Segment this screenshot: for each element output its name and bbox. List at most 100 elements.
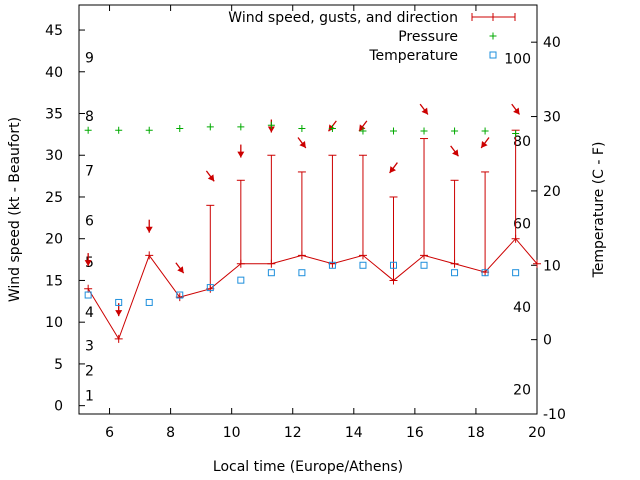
- x-tick-label: 8: [166, 425, 175, 441]
- y2-tick-label: 20: [543, 184, 561, 200]
- beaufort-label: 2: [85, 364, 94, 380]
- wind-direction-arrowhead: [513, 107, 520, 115]
- data-layer: [84, 103, 541, 343]
- wind-direction-arrowhead: [328, 124, 335, 132]
- pressure-point: [176, 125, 184, 133]
- label-layer: Local time (Europe/Athens) Wind speed (k…: [7, 117, 607, 475]
- fahrenheit-label: 100: [504, 52, 531, 68]
- pressure-point: [267, 121, 275, 129]
- pressure-point: [481, 127, 489, 135]
- y2-tick-label: 10: [543, 258, 561, 274]
- pressure-point: [420, 127, 428, 135]
- pressure-point: [328, 125, 336, 133]
- wind-direction-arrowhead: [177, 266, 184, 274]
- y-tick-label: 45: [45, 23, 63, 39]
- fahrenheit-label: 20: [513, 382, 531, 398]
- x-tick-label: 10: [223, 425, 241, 441]
- wind-direction-arrowhead: [267, 126, 275, 133]
- temperature-point: [481, 269, 489, 277]
- temperature-point: [145, 298, 153, 306]
- y-tick-label: 30: [45, 148, 63, 164]
- wind-direction-arrowhead: [84, 260, 92, 267]
- temperature-point: [328, 261, 336, 269]
- temperature-point: [420, 261, 428, 269]
- wind-speed-point: [145, 251, 154, 260]
- beaufort-label: 9: [85, 51, 94, 67]
- x-tick-label: 14: [345, 425, 363, 441]
- x-tick-label: 12: [284, 425, 302, 441]
- y-tick-label: 25: [45, 190, 63, 206]
- temperature-point: [359, 261, 367, 269]
- y2-axis-label: Temperature (C - F): [591, 142, 607, 279]
- temperature-point: [84, 291, 92, 299]
- pressure-point: [359, 127, 367, 135]
- fahrenheit-label: 80: [513, 134, 531, 150]
- wind-direction-arrowhead: [359, 124, 366, 132]
- fahrenheit-label: 60: [513, 217, 531, 233]
- temperature-point: [298, 269, 306, 277]
- beaufort-label: 4: [85, 305, 94, 321]
- y2-tick-label: 0: [543, 333, 552, 349]
- wind-direction-arrowhead: [207, 174, 215, 182]
- fahrenheit-label: 40: [513, 300, 531, 316]
- wind-direction-arrowhead: [452, 149, 459, 157]
- legend-swatch-marker: [489, 32, 497, 40]
- wind-direction-arrowhead: [299, 141, 306, 148]
- pressure-point: [84, 126, 92, 134]
- pressure-point: [512, 130, 520, 138]
- y-tick-label: 20: [45, 232, 63, 248]
- beaufort-label: 6: [85, 213, 94, 229]
- pressure-point: [298, 125, 306, 133]
- y-tick-label: 0: [54, 399, 63, 415]
- temperature-point: [267, 269, 275, 277]
- x-tick-label: 20: [528, 425, 546, 441]
- legend-label: Pressure: [398, 29, 458, 45]
- wind-direction-arrowhead: [237, 151, 245, 158]
- wind-speed-point: [114, 334, 123, 343]
- y-tick-label: 10: [45, 315, 63, 331]
- pressure-point: [115, 126, 123, 134]
- pressure-point: [206, 123, 214, 131]
- x-tick-label: 6: [105, 425, 114, 441]
- y-axis-label: Wind speed (kt - Beaufort): [7, 117, 23, 302]
- temperature-point: [206, 284, 214, 292]
- pressure-point: [389, 127, 397, 135]
- temperature-point: [512, 269, 520, 277]
- wind-direction-arrowhead: [145, 226, 153, 233]
- x-tick-label: 18: [467, 425, 485, 441]
- y-tick-label: 15: [45, 273, 63, 289]
- legend-label: Temperature: [368, 48, 458, 64]
- wind-direction-arrowhead: [421, 107, 428, 115]
- wind-speed-point: [533, 259, 541, 268]
- pressure-point: [451, 127, 459, 135]
- wind-speed-line: [87, 237, 538, 341]
- wind-direction-arrowhead: [481, 141, 488, 148]
- wind-direction-arrowhead: [389, 166, 396, 173]
- y2-tick-label: 40: [543, 35, 561, 51]
- y2-tick-label: -10: [543, 407, 566, 423]
- beaufort-label: 1: [85, 389, 94, 405]
- beaufort-label: 7: [85, 163, 94, 179]
- temperature-point: [115, 298, 123, 306]
- axes-layer: 6 8 10 12 14 16 18 20051015202530354045-1001020…: [45, 4, 566, 441]
- plot-frame: [78, 4, 538, 415]
- y-tick-label: 35: [45, 107, 63, 123]
- legend: Wind speed, gusts, and direction Pressure…: [228, 10, 516, 64]
- pressure-point: [237, 123, 245, 131]
- legend-label: Wind speed, gusts, and direction: [228, 10, 458, 26]
- temperature-point: [451, 269, 459, 277]
- y-tick-label: 40: [45, 65, 63, 81]
- pressure-point: [145, 126, 153, 134]
- temperature-point: [237, 276, 245, 284]
- beaufort-label: 3: [85, 339, 94, 355]
- temperature-point: [176, 291, 184, 299]
- y2-tick-label: 30: [543, 110, 561, 126]
- legend-swatch-marker: [489, 51, 497, 59]
- y-tick-label: 5: [54, 357, 63, 373]
- x-axis-label: Local time (Europe/Athens): [213, 459, 403, 475]
- x-tick-label: 16: [406, 425, 424, 441]
- beaufort-label: 8: [85, 109, 94, 125]
- wind-direction-arrowhead: [115, 310, 123, 317]
- wind-speed-point: [84, 284, 93, 293]
